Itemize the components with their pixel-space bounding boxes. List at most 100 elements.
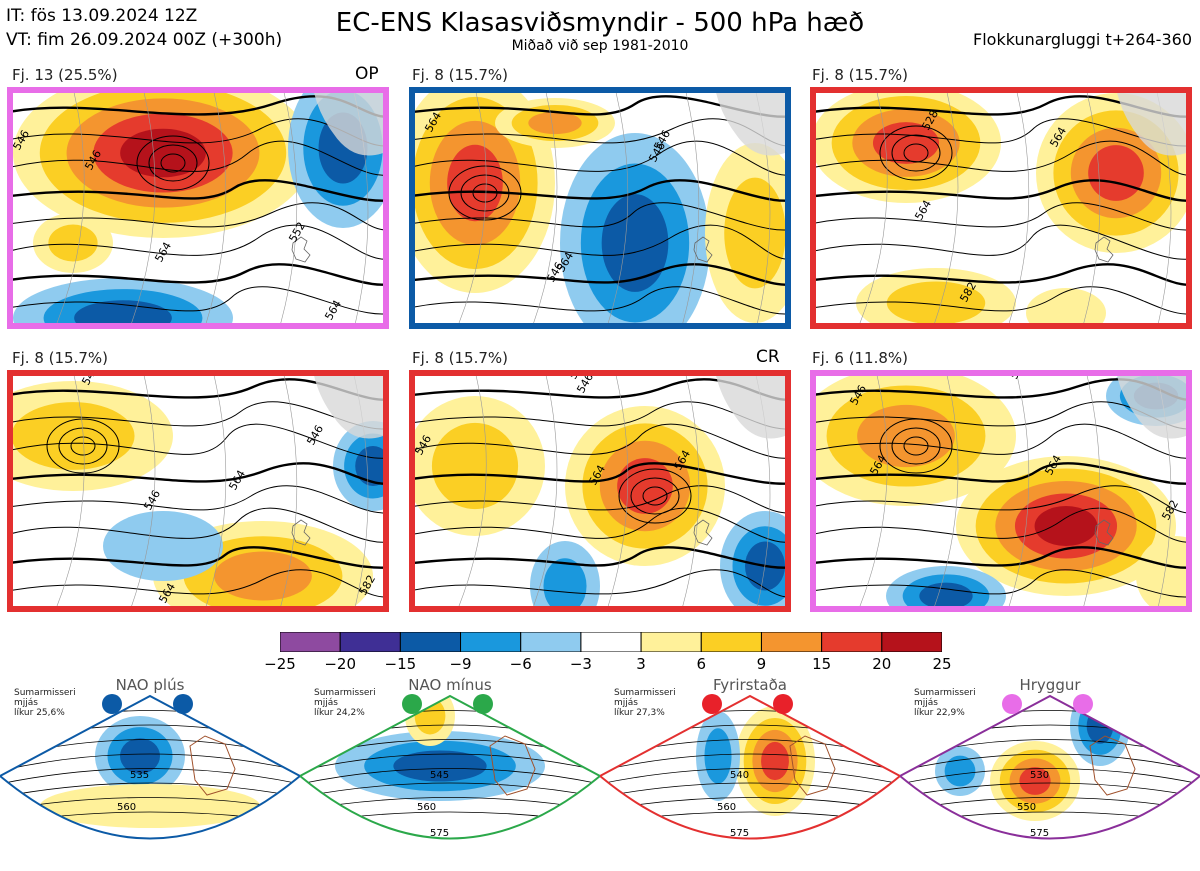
closed-contour	[448, 165, 522, 221]
contour-label: 546	[79, 376, 101, 388]
regime-marker	[102, 694, 122, 714]
geopotential-contour	[13, 179, 383, 202]
regime-marker	[402, 694, 422, 714]
negative-anomaly-area	[543, 558, 587, 606]
graticule-line	[934, 376, 959, 606]
regime-note-line: mjjás	[14, 698, 38, 708]
regime-name: NAO plús	[115, 676, 185, 694]
regime-note-line: Sumarmisseri	[914, 688, 976, 698]
geopotential-contour	[13, 546, 383, 569]
regime-frame	[300, 694, 600, 840]
coastline	[693, 236, 713, 263]
coastline	[189, 735, 236, 796]
geopotential-contour	[415, 286, 785, 315]
geopotential-contour	[415, 423, 785, 459]
colorbar-tick-label: −15	[384, 655, 417, 673]
geopotential-contour	[816, 224, 1186, 260]
panel-6-label: Fj. 6 (11.8%)	[812, 349, 908, 367]
graticule-line	[458, 93, 487, 323]
header-init-time: IT: fös 13.09.2024 12Z VT: fim 26.09.202…	[6, 4, 282, 52]
geopotential-contour	[816, 263, 1186, 286]
geopotential-contour	[13, 462, 383, 485]
positive-anomaly-area	[48, 224, 98, 262]
geopotential-contour	[816, 569, 1186, 598]
colorbar-swatch	[821, 632, 883, 652]
regime-map-svg: 540 560 575	[600, 694, 900, 840]
contour-label: 546	[1007, 376, 1029, 382]
closed-contour	[472, 183, 498, 203]
regime-contour	[300, 811, 600, 826]
graticule-line	[682, 93, 700, 323]
regime-note: Sumarmisseri mjjás líkur 24,2%	[314, 688, 376, 718]
negative-anomaly-area	[919, 582, 973, 606]
land-mask	[716, 376, 785, 439]
page-subtitle: Miðað við sep 1981-2010	[511, 38, 689, 54]
regime-ridge: 530 550 575 Hryggur Sumarmisseri mjjás líkur 2…	[900, 676, 1200, 871]
land-mask	[314, 376, 383, 439]
negative-anomaly-area	[1010, 849, 1040, 859]
geopotential-contour	[816, 423, 1186, 459]
graticule-line	[205, 93, 227, 323]
regime-contour	[300, 782, 600, 800]
regime-marker	[1002, 694, 1022, 714]
negative-anomaly-area	[120, 738, 160, 774]
land-mask	[1117, 376, 1186, 439]
regime-note: Sumarmisseri mjjás líkur 27,3%	[614, 688, 676, 718]
panel-5-label: Fj. 8 (15.7%)	[412, 349, 508, 367]
closed-contour	[642, 486, 668, 506]
regime-frame	[900, 694, 1200, 840]
cluster-map-5: 546546564564528	[409, 370, 791, 612]
graticule-line	[131, 93, 156, 323]
regime-marker	[473, 694, 493, 714]
coastline	[1094, 519, 1114, 546]
closed-contour	[891, 427, 941, 465]
graticule-line	[1008, 376, 1030, 606]
colorbar-swatch	[640, 632, 702, 652]
regime-frame	[0, 694, 300, 840]
panel-1-label: Fj. 13 (25.5%)	[12, 66, 118, 84]
geopotential-contour	[415, 546, 785, 569]
geopotential-contour	[13, 286, 383, 315]
regime-note-line: líkur 24,2%	[314, 708, 365, 718]
geopotential-contour	[415, 507, 785, 543]
negative-anomaly-area	[1086, 708, 1114, 744]
land-mask	[1117, 93, 1186, 156]
regime-contour	[300, 768, 600, 787]
coastline	[789, 735, 836, 796]
graticule-line	[205, 376, 227, 606]
regime-note-line: Sumarmisseri	[14, 688, 76, 698]
panel-map-svg: 546564564582546	[816, 376, 1186, 606]
regime-map-svg: 530 550 575	[900, 694, 1200, 859]
page-title: EC-ENS Klasasviðsmyndir - 500 hPa hæð	[335, 8, 865, 38]
land-mask	[716, 93, 785, 156]
regime-contour	[300, 753, 600, 774]
graticule-line	[859, 376, 888, 606]
regime-marker	[173, 694, 193, 714]
cluster-map-3: 528 564 564 582	[810, 87, 1192, 329]
graticule-line	[56, 376, 85, 606]
geopotential-contour	[415, 263, 785, 286]
colorbar-swatch	[520, 632, 582, 652]
closed-contour	[148, 144, 198, 182]
positive-anomaly-area	[1019, 767, 1051, 795]
colorbar-swatch	[760, 632, 823, 652]
panel-5-tag: CR	[756, 347, 780, 367]
negative-anomaly-area	[103, 511, 223, 581]
regime-note-line: mjjás	[914, 698, 938, 708]
closed-contour	[630, 477, 680, 515]
init-time-text: IT: fös 13.09.2024 12Z	[6, 6, 198, 26]
regime-contour-label: 560	[117, 802, 136, 813]
regime-contour	[600, 753, 900, 774]
regime-name: Fyrirstaða	[713, 676, 787, 694]
graticule-line	[56, 93, 85, 323]
regime-contour-label: 540	[730, 770, 749, 781]
regime-note: Sumarmisseri mjjás líkur 25,6%	[14, 688, 76, 718]
regime-note-line: Sumarmisseri	[614, 688, 676, 698]
colorbar-tick-label: −9	[449, 655, 472, 673]
positive-anomaly-area	[886, 281, 986, 323]
graticule-line	[682, 376, 700, 606]
regime-note-line: mjjás	[314, 698, 338, 708]
regime-nao-plus: 535 560 NAO plús Sumarmisseri mjjás líkur 25,…	[0, 676, 300, 871]
graticule-line	[131, 376, 156, 606]
graticule-line	[607, 376, 629, 606]
